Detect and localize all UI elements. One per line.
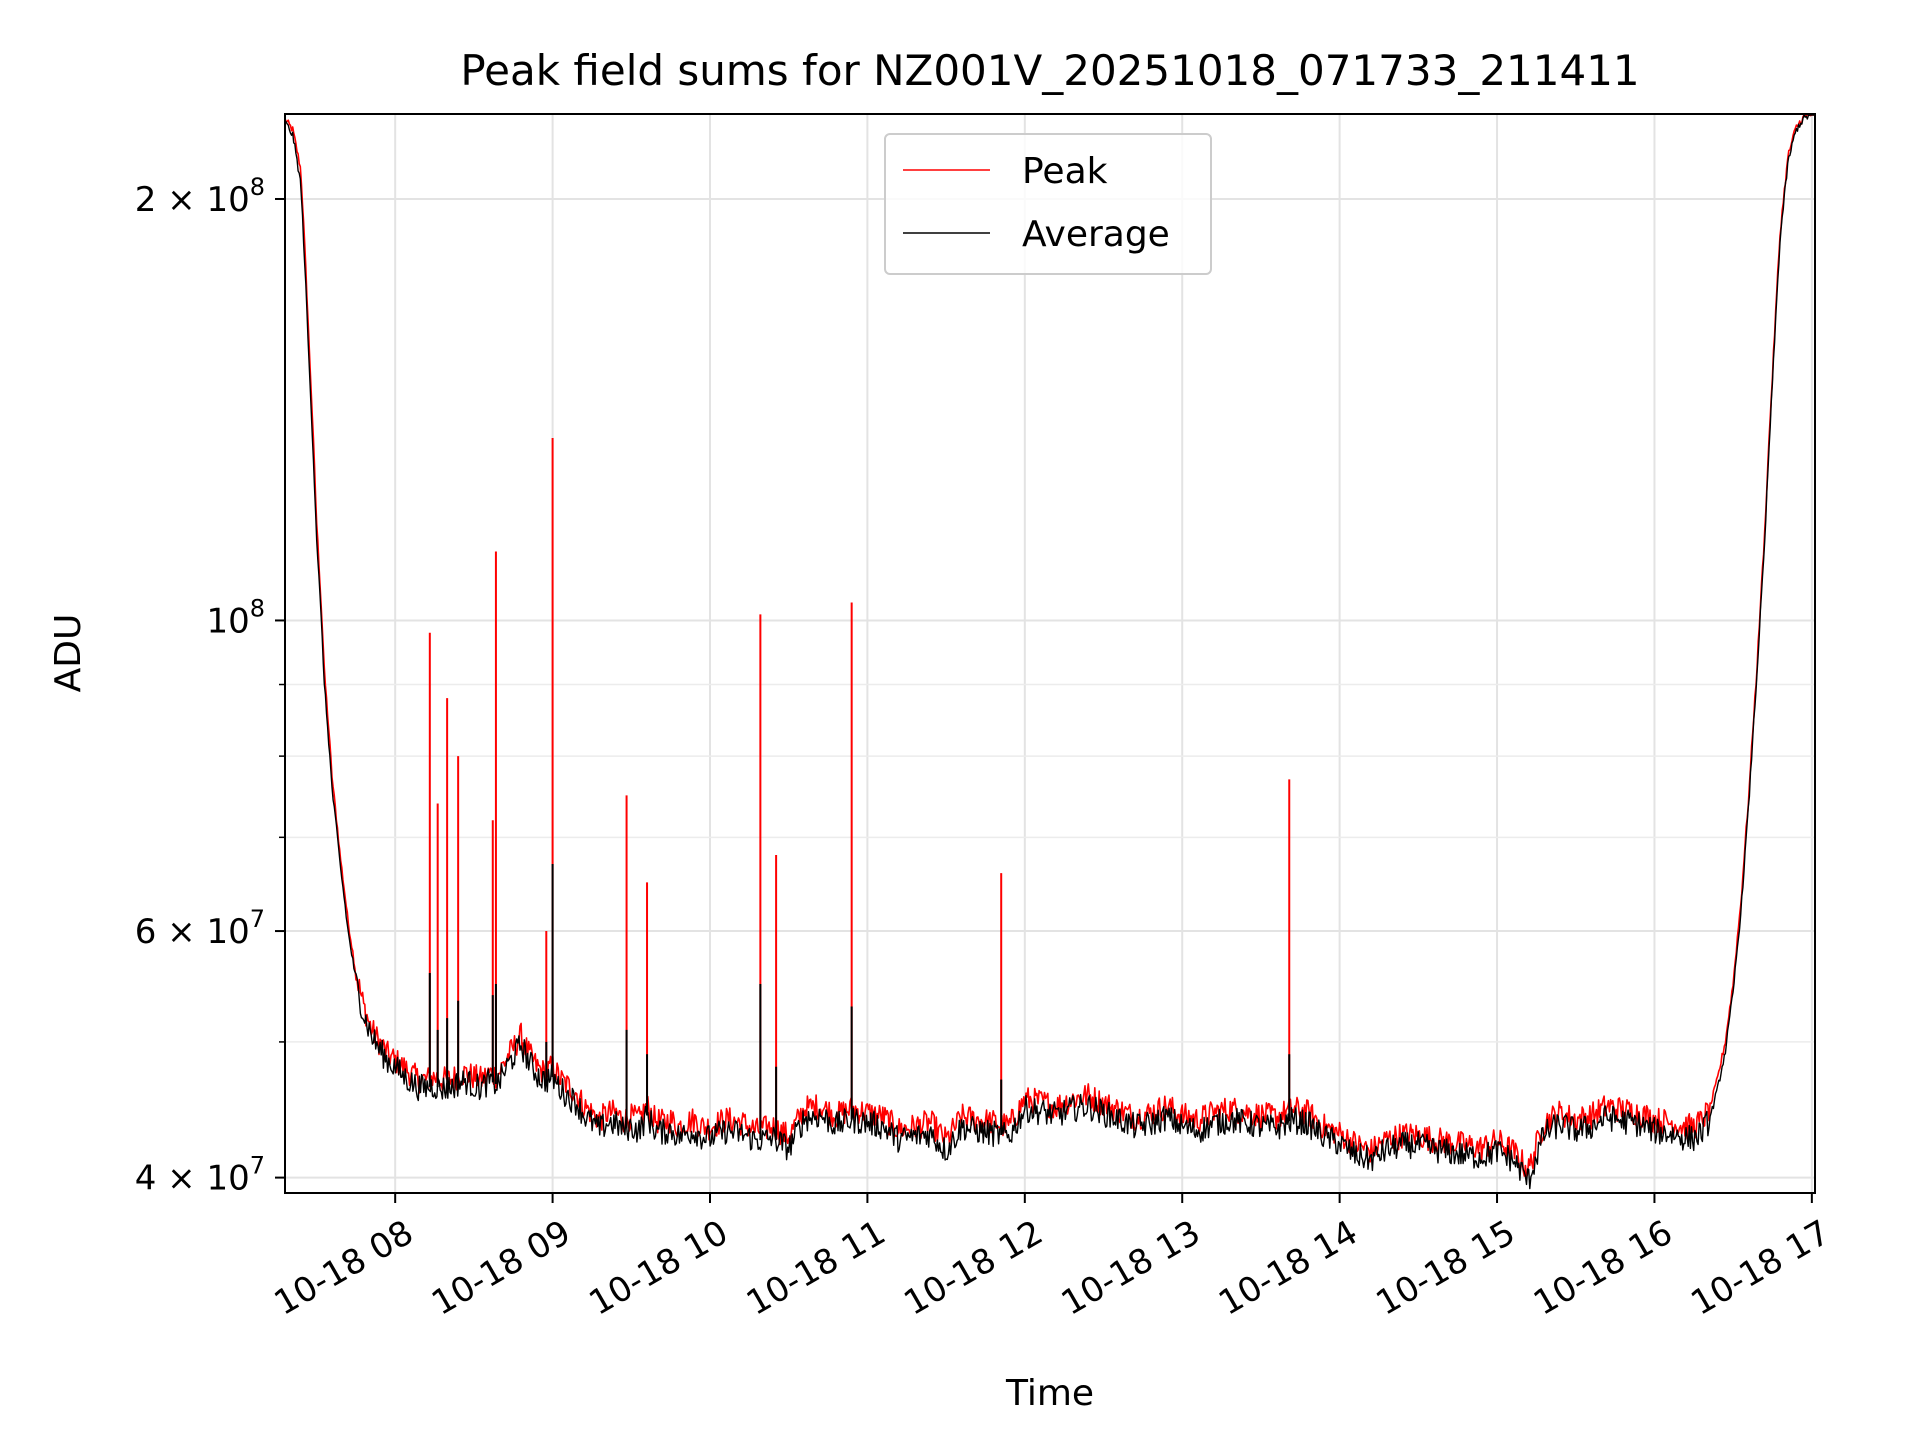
series-layer [284, 114, 1815, 1190]
y-axis-label: ADU [48, 614, 89, 693]
y-tick-exponent: 7 [250, 905, 265, 933]
y-tick-mantissa: 6 × 10 [135, 912, 250, 952]
y-tick-label: 108 [206, 594, 265, 641]
legend-box [884, 133, 1212, 275]
y-tick-mantissa: 2 × 10 [135, 180, 250, 220]
average-series-line [284, 114, 1815, 1190]
y-tick-mantissa: 10 [206, 601, 249, 641]
y-tick-label: 2 × 108 [135, 173, 265, 220]
y-tick-exponent: 8 [250, 173, 265, 201]
y-tick-label: 4 × 107 [135, 1152, 265, 1199]
plot-frame [284, 113, 1816, 1194]
legend-average-label: Average [1022, 214, 1170, 255]
y-tick-label: 6 × 107 [135, 905, 265, 952]
x-axis-label: Time [1005, 1373, 1094, 1414]
y-tick-exponent: 7 [250, 1152, 265, 1180]
legend: Peak Average [884, 133, 1212, 275]
y-tick-mantissa: 4 × 10 [135, 1159, 250, 1199]
legend-peak-label: Peak [1022, 151, 1108, 192]
peak-series-line [284, 114, 1815, 1178]
y-tick-exponent: 8 [250, 594, 265, 622]
chart-title: Peak field sums for NZ001V_20251018_0717… [460, 46, 1639, 95]
